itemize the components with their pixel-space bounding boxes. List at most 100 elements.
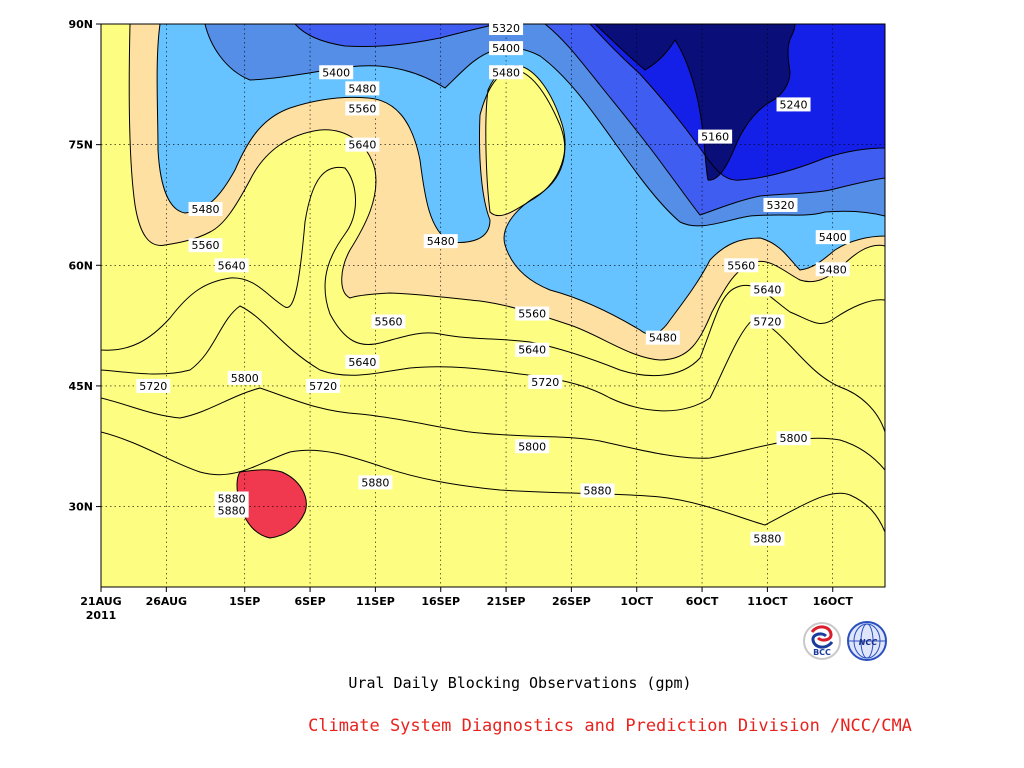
contour-label-box [136, 378, 171, 393]
contour-fill-layer [101, 24, 885, 587]
contour-label-box [776, 97, 811, 112]
contour-label: 5560 [724, 258, 759, 273]
contour-label-text: 5560 [727, 259, 755, 272]
x-tick-label: 1OCT [620, 595, 653, 608]
x-tick-label: 11SEP [356, 595, 395, 608]
contour-label-box [188, 238, 223, 253]
grid-lines [101, 24, 885, 587]
contour-label-text: 5640 [753, 283, 781, 296]
chart-credit: Climate System Diagnostics and Predictio… [308, 716, 912, 736]
contour-label-box [645, 330, 680, 345]
x-tick-label: 21SEP [487, 595, 526, 608]
contour-label-box [515, 439, 550, 454]
ncc-logo-text: NCC [859, 638, 878, 647]
contour-label-box [371, 314, 406, 329]
contour-label-text: 5880 [218, 493, 246, 506]
contour-label-box [750, 282, 785, 297]
contour-label-text: 5560 [374, 316, 402, 329]
contour-label-box [306, 378, 341, 393]
contour-label: 5800 [227, 370, 262, 385]
contour-label-text: 5560 [348, 102, 376, 115]
contour-label-text: 5480 [348, 82, 376, 95]
contour-label: 5400 [319, 65, 354, 80]
contour-label: 5560 [371, 314, 406, 329]
x-tick-label: 11OCT [747, 595, 788, 608]
contour-label-box [489, 41, 524, 56]
contour-label: 5480 [489, 65, 524, 80]
bcc-logo: BCC [803, 622, 841, 660]
contour-label-text: 5160 [701, 131, 729, 144]
contour-label: 5720 [306, 378, 341, 393]
contour-label-box [580, 483, 615, 498]
contour-label-box [345, 101, 380, 116]
contour-label-text: 5640 [218, 259, 246, 272]
y-tick-label: 90N [68, 18, 93, 31]
x-axis-year-label: 2011 [86, 609, 117, 622]
contour-label-text: 5560 [192, 239, 220, 252]
contour-label: 5880 [580, 483, 615, 498]
contour-label-box [214, 491, 249, 506]
contour-label: 5880 [214, 503, 249, 518]
contour-label: 5880 [358, 475, 393, 490]
ncc-logo: NCC [847, 621, 887, 661]
contour-label-text: 5320 [766, 199, 794, 212]
contour-label: 5320 [763, 197, 798, 212]
contour-label-text: 5720 [139, 380, 167, 393]
bcc-logo-swirl-blue [811, 632, 834, 649]
contour-label-box [815, 262, 850, 277]
contour-label-text: 5640 [518, 344, 546, 357]
contour-label: 5160 [698, 129, 733, 144]
contour-label-text: 5240 [780, 98, 808, 111]
contour-label-box [423, 234, 458, 249]
bcc-logo-text: BCC [813, 648, 831, 657]
contour-line-min [594, 24, 796, 181]
contour-label-text: 5800 [518, 440, 546, 453]
contour-label-box [750, 531, 785, 546]
contour-line-5560 [101, 24, 885, 377]
contour-label-text: 5480 [192, 203, 220, 216]
contour-label-text: 5800 [231, 372, 259, 385]
y-tick-label: 30N [68, 501, 93, 514]
chart-title: Ural Daily Blocking Observations (gpm) [348, 674, 691, 692]
fill-level-min [595, 24, 795, 181]
contour-label: 5560 [188, 238, 223, 253]
contour-label: 5480 [423, 234, 458, 249]
contour-label-text: 5880 [584, 484, 612, 497]
contour-label: 5640 [214, 258, 249, 273]
contour-label-box [489, 21, 524, 36]
contour-label-text: 5480 [819, 263, 847, 276]
fill-level-5880-islands [237, 469, 307, 538]
bcc-logo-swirl-red [810, 625, 833, 642]
contour-label-text: 5400 [322, 66, 350, 79]
contour-label: 5400 [815, 230, 850, 245]
x-tick-label: 26SEP [552, 595, 591, 608]
contour-label: 5640 [345, 354, 380, 369]
contour-label-box [188, 201, 223, 216]
x-tick-label: 16OCT [813, 595, 854, 608]
contour-label-box [214, 503, 249, 518]
contour-label-text: 5480 [427, 235, 455, 248]
x-tick-label: 1SEP [229, 595, 260, 608]
contour-line-5160 [589, 24, 885, 181]
x-tick-label: 16SEP [421, 595, 460, 608]
contour-label-text: 5880 [218, 505, 246, 518]
y-tick-label: 75N [68, 139, 93, 152]
contour-label-box [724, 258, 759, 273]
contour-label-text: 5720 [309, 380, 337, 393]
contour-label: 5480 [645, 330, 680, 345]
contour-label-box [763, 197, 798, 212]
contour-line-5640 [101, 24, 885, 433]
x-axis: 21AUG 26AUG 1SEP 6SEP 11SEP 16SEP 21SEP 26SEP 1O… [80, 587, 853, 608]
contour-label: 5480 [345, 81, 380, 96]
contour-label-box [528, 374, 563, 389]
contour-label-box [515, 342, 550, 357]
contour-line-5800 [101, 24, 885, 533]
x-tick-label: 26AUG [146, 595, 187, 608]
contour-label-box [489, 65, 524, 80]
contour-label-box [358, 475, 393, 490]
contour-label: 5640 [750, 282, 785, 297]
fill-level-5480-yellow-dome [485, 65, 565, 216]
contour-label-text: 5480 [649, 332, 677, 345]
contour-label-text: 5720 [531, 376, 559, 389]
